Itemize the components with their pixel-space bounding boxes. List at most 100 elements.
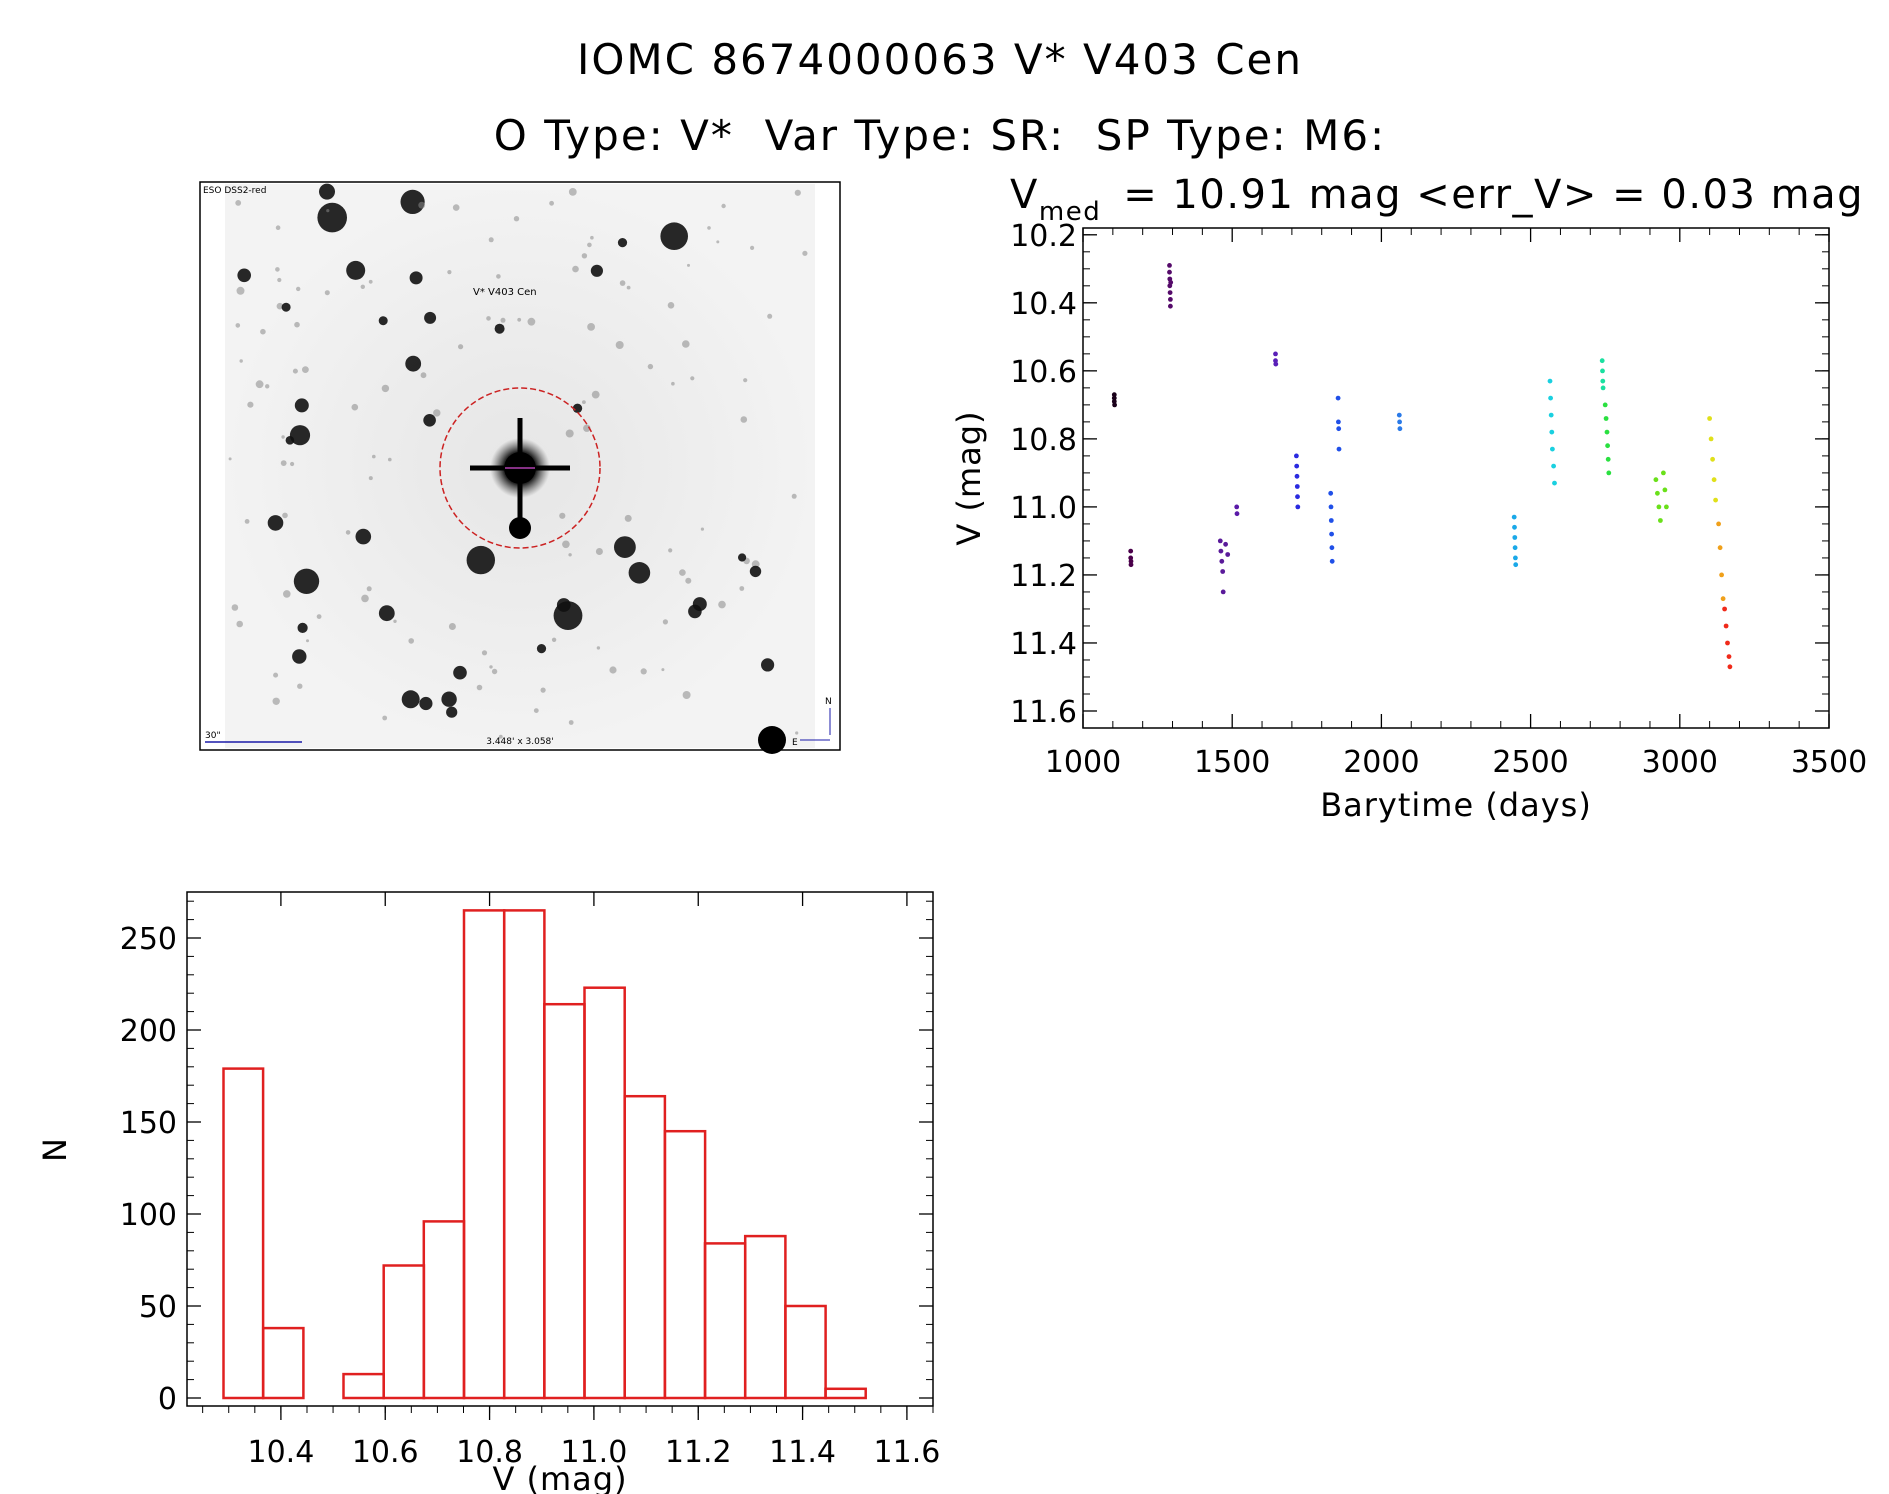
lc-point — [1218, 548, 1224, 554]
sky-star — [513, 216, 520, 222]
lc-point — [1513, 562, 1519, 568]
lc-point — [1722, 606, 1727, 612]
hist-bar — [342, 1372, 385, 1400]
lc-plot-frame — [1082, 227, 1830, 729]
sky-star — [294, 398, 309, 413]
lc-point — [1225, 552, 1231, 557]
sky-star — [802, 250, 808, 256]
sky-star — [433, 409, 441, 417]
sky-star — [583, 424, 591, 432]
lc-point — [1336, 426, 1342, 432]
lc-point — [1128, 562, 1134, 568]
sky-star — [281, 435, 285, 439]
lc-point — [1664, 504, 1669, 510]
sky-star — [306, 639, 309, 643]
sky-east-label: E — [792, 738, 798, 748]
lc-point — [1273, 361, 1279, 367]
sky-star — [750, 245, 755, 250]
lc-point — [1396, 412, 1402, 418]
figure-title: IOMC 8674000063 V* V403 Cen — [577, 35, 1303, 84]
sky-star — [378, 605, 395, 622]
sky-star — [405, 355, 422, 372]
lc-point — [1295, 494, 1300, 500]
sky-star — [626, 285, 631, 290]
sky-star — [591, 390, 600, 399]
sky-star — [280, 460, 287, 466]
hist-bar — [743, 1234, 787, 1400]
sky-star — [488, 237, 494, 243]
lc-point — [1112, 402, 1117, 408]
sky-star — [446, 706, 458, 718]
lc-series-obs-17 — [1722, 606, 1733, 670]
sky-star — [351, 403, 359, 411]
lc-series-obs-6 — [1273, 351, 1279, 367]
lc-point — [1605, 456, 1611, 462]
lc-xtick-label: 1500 — [1194, 745, 1270, 780]
sky-star — [624, 514, 632, 522]
lc-series-obs-5 — [1234, 504, 1240, 517]
sky-star — [739, 586, 745, 591]
sky-star — [494, 323, 505, 334]
sky-star — [409, 271, 423, 285]
hist-bar — [382, 1264, 426, 1400]
sky-star — [388, 457, 392, 462]
lc-point — [1600, 385, 1606, 391]
lc-point — [1336, 419, 1341, 425]
sky-star — [235, 323, 241, 328]
lc-point — [1294, 473, 1300, 479]
sky-star — [441, 691, 457, 707]
lc-series-obs-16 — [1716, 521, 1726, 602]
sky-star — [595, 548, 603, 555]
lc-series-obs-1 — [1111, 392, 1117, 408]
lc-point — [1294, 484, 1300, 489]
sky-star — [718, 600, 726, 609]
hist-xlabel: V (mag) — [492, 1460, 627, 1494]
sky-star — [568, 553, 572, 557]
sky-star — [281, 302, 291, 312]
sky-scale-label: 30" — [205, 731, 221, 741]
lc-point — [1329, 531, 1334, 537]
sky-target-label: V* V403 Cen — [473, 287, 537, 298]
lc-series-obs-10 — [1511, 514, 1519, 568]
sky-star — [609, 666, 617, 674]
target-star — [470, 418, 570, 539]
sky-star — [791, 493, 797, 499]
lc-point — [1606, 470, 1612, 476]
lc-point — [1168, 303, 1173, 309]
sky-star — [662, 619, 669, 625]
lc-point — [1727, 664, 1733, 670]
lc-point — [1234, 504, 1240, 510]
sky-north-label: N — [825, 697, 832, 707]
sky-star — [285, 436, 295, 445]
lc-point — [1548, 395, 1553, 401]
sky-star — [551, 637, 557, 642]
hist-xtick-label: 11.4 — [769, 1435, 836, 1470]
lc-title: Vmed = 10.91 mag <err_V> = 0.03 mag — [1010, 172, 1864, 227]
lc-point — [1168, 280, 1174, 285]
sky-star — [324, 290, 330, 296]
sky-star — [568, 188, 577, 196]
sky-star — [239, 359, 243, 363]
hist-bars — [222, 909, 867, 1400]
lc-point — [1128, 558, 1134, 564]
sky-fov-label: 3.448' x 3.058' — [486, 737, 554, 747]
sky-star — [496, 274, 501, 279]
lc-point — [1707, 416, 1712, 421]
sky-star — [361, 594, 369, 603]
sky-star — [738, 553, 747, 562]
sky-star-field — [228, 183, 808, 754]
sky-star — [319, 183, 335, 200]
sky-star — [292, 649, 307, 664]
sky-star — [296, 286, 301, 292]
sky-star — [293, 568, 320, 594]
lc-point — [1658, 518, 1663, 523]
sky-star — [423, 414, 436, 427]
lc-point — [1219, 558, 1225, 564]
sky-star — [682, 691, 691, 699]
sky-star — [628, 562, 651, 584]
lc-point — [1223, 541, 1228, 547]
lc-point — [1720, 596, 1726, 602]
sky-star — [458, 344, 464, 350]
lc-point — [1512, 524, 1517, 530]
